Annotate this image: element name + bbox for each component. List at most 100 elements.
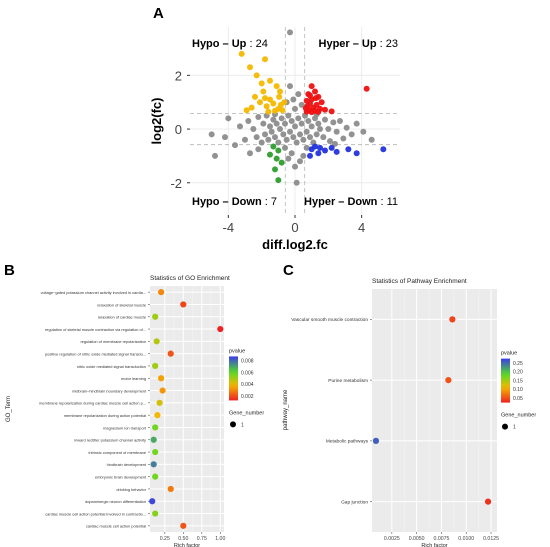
point-hypo-up: [281, 99, 288, 106]
data-point: [180, 522, 187, 529]
point-hypo-up: [238, 50, 245, 57]
data-point: [152, 313, 159, 320]
data-point: [149, 498, 156, 505]
gene-number-legend-title: Gene_number: [229, 410, 264, 416]
category-label: dopaminergic neuron differentiation: [85, 499, 146, 504]
gene-number-legend-title: Gene_number: [501, 413, 536, 419]
point-not-significant: [368, 136, 375, 143]
point-not-significant: [320, 134, 327, 141]
point-not-significant: [297, 131, 303, 138]
panel-c-letter: C: [283, 262, 294, 279]
point-not-significant: [255, 146, 262, 153]
point-not-significant: [222, 134, 228, 141]
point-hypo-up: [267, 96, 273, 103]
point-not-significant: [237, 123, 243, 130]
category-label: regulation of membrane repolarization: [80, 339, 146, 344]
point-hyper-up: [318, 99, 325, 106]
point-not-significant: [315, 120, 322, 127]
x-tick-label: 0.0050: [409, 536, 425, 542]
category-label: Gap junction: [341, 499, 368, 505]
point-not-significant: [317, 126, 323, 133]
point-not-significant: [275, 139, 282, 146]
category-label: midbrain−hindbrain boundary development: [72, 388, 147, 393]
y-tick-label: -2: [170, 176, 182, 191]
data-point: [150, 461, 157, 468]
panel-a-volcano-chart: Hypo – Up : 24 Hyper – Up : 23 Hypo – Down…: [149, 27, 400, 252]
point-hypo-up: [258, 80, 265, 87]
plot-background: [372, 289, 497, 532]
pvalue-legend-tick: 0.002: [241, 394, 254, 400]
point-not-significant: [343, 124, 350, 131]
point-not-significant: [267, 123, 273, 130]
x-tick-label: 0: [291, 220, 298, 235]
category-label: positive regulation of nitric oxide medi…: [45, 351, 146, 356]
point-not-significant: [250, 126, 257, 133]
category-label: relaxation of skeletal muscle: [97, 302, 146, 307]
data-point: [152, 448, 159, 456]
quadrant-label: Hyper – Up : 23: [319, 38, 398, 50]
category-label: voltage−gated potassium channel activity…: [41, 290, 146, 295]
y-axis-title: pathway_name: [283, 389, 289, 430]
data-point: [167, 350, 174, 357]
panel-c-pathway-enrichment-chart: Statistics of Pathway Enrichment Vascular…: [283, 278, 536, 547]
x-tick-label: 0.25: [160, 536, 170, 542]
quadrant-label: Hyper – Down : 11: [304, 196, 398, 208]
point-not-significant: [278, 115, 285, 122]
point-not-significant: [333, 128, 340, 135]
point-hyper-down: [317, 144, 323, 151]
point-hypo-down: [270, 143, 277, 150]
chart-title: Statistics of Pathway Enrichment: [372, 278, 467, 285]
point-not-significant: [285, 112, 292, 119]
category-label: motor learning: [121, 376, 146, 381]
point-not-significant: [295, 115, 302, 122]
x-tick-label: 0.75: [197, 536, 207, 542]
point-not-significant: [330, 119, 337, 126]
category-label: drinking behavior: [116, 487, 146, 492]
panel-b-go-enrichment-chart: Statistics of GO Enrichment voltage−gated…: [6, 275, 264, 547]
point-hypo-down: [275, 177, 282, 184]
point-not-significant: [292, 123, 298, 130]
point-not-significant: [293, 139, 300, 146]
point-not-significant: [282, 120, 288, 127]
point-hyper-down: [353, 150, 360, 157]
point-not-significant: [245, 118, 252, 124]
gene-number-legend-dot: [230, 421, 236, 428]
point-hyper-up: [308, 109, 315, 116]
x-tick-label: 0.0100: [458, 536, 474, 542]
point-not-significant: [272, 134, 278, 141]
pvalue-legend-tick: 0.25: [513, 361, 523, 367]
point-not-significant: [305, 118, 312, 124]
point-hypo-up: [247, 64, 253, 71]
point-hypo-up: [272, 107, 278, 114]
point-not-significant: [307, 134, 313, 141]
point-not-significant: [287, 128, 293, 135]
point-not-significant: [280, 131, 287, 138]
pvalue-colorbar: [229, 356, 238, 401]
x-tick-label: 0.50: [178, 536, 188, 542]
x-tick-label: 4: [358, 220, 365, 235]
point-hypo-up: [243, 107, 250, 114]
data-point: [449, 316, 456, 323]
point-hypo-down: [272, 166, 278, 173]
point-not-significant: [303, 128, 310, 135]
point-hyper-up: [328, 108, 335, 115]
point-hyper-up: [322, 106, 328, 113]
category-label: intrinsic component of membrane: [88, 450, 146, 455]
point-hyper-up: [315, 108, 322, 115]
y-tick-label: 0: [175, 122, 182, 137]
point-not-significant: [225, 115, 232, 122]
data-point: [152, 424, 159, 431]
x-axis-title: Rich factor: [421, 543, 447, 547]
point-hyper-up: [363, 85, 370, 92]
y-axis-title: log2(fc): [149, 98, 164, 145]
category-label: nitric oxide mediated signal transductio…: [77, 364, 146, 369]
quadrant-label: Hypo – Up : 24: [192, 38, 268, 50]
point-not-significant: [337, 118, 343, 124]
category-label: inward rectifier potassium channel activ…: [74, 438, 146, 443]
point-hypo-up: [263, 103, 270, 110]
data-point: [159, 387, 166, 394]
pvalue-legend-tick: 0.05: [513, 396, 523, 402]
category-label: membrane repolarization during cardiac m…: [39, 401, 146, 406]
category-label: hindbrain development: [107, 462, 147, 467]
pvalue-legend-tick: 0.004: [241, 382, 254, 388]
